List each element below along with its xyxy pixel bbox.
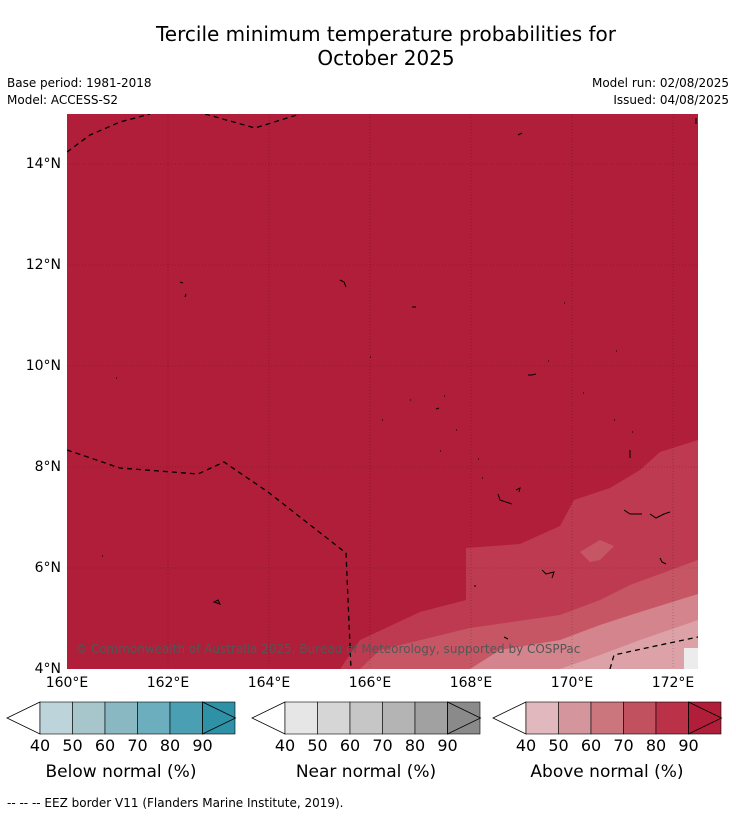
map-area: © Commonwealth of Australia 2025, Bureau… — [67, 114, 698, 669]
lon-label-172E: 172°E — [652, 675, 695, 691]
model-name: Model: ACCESS-S2 — [7, 93, 119, 107]
colorbar-segment — [39, 701, 73, 735]
lat-axis: 14°N 12°N 10°N 8°N 6°N 4°N — [26, 156, 61, 677]
colorbar-min-arrow — [251, 701, 286, 735]
colorbar-tick-label: 40 — [516, 736, 536, 755]
lat-label-6N: 6°N — [35, 560, 61, 576]
colorbar-max-arrow — [688, 701, 723, 735]
colorbar-segment — [623, 701, 657, 735]
colorbar-segment — [137, 701, 171, 735]
title-line-1: Tercile minimum temperature probabilitie… — [155, 22, 617, 46]
colorbar-segment — [104, 701, 138, 735]
model-run: Model run: 02/08/2025 — [591, 76, 729, 90]
colorbar-segment — [349, 701, 383, 735]
islands — [102, 118, 697, 640]
prob-band-70-islet — [580, 540, 614, 562]
lon-label-162E: 162°E — [147, 675, 190, 691]
colorbar-below: 40 50 60 70 80 90 — [6, 701, 237, 755]
footnote-eez: -- -- -- EEZ border V11 (Flanders Marine… — [7, 796, 344, 810]
colorbar-tick-label: 60 — [581, 736, 601, 755]
lon-label-164E: 164°E — [248, 675, 291, 691]
lat-label-14N: 14°N — [26, 156, 61, 172]
colorbar-segment — [525, 701, 559, 735]
colorbar-min-arrow — [6, 701, 41, 735]
colorbar-label-below: Below normal (%) — [45, 762, 197, 782]
copyright-text: © Commonwealth of Australia 2025, Bureau… — [75, 642, 580, 656]
gridlines — [67, 114, 698, 669]
colorbar-segment — [72, 701, 106, 735]
colorbar-segment — [558, 701, 592, 735]
colorbar-above: 40 50 60 70 80 90 — [492, 701, 723, 755]
meta-left: Base period: 1981-2018 Model: ACCESS-S2 — [7, 75, 152, 109]
colorbar-tick-label: 60 — [340, 736, 360, 755]
colorbar-tick-label: 50 — [307, 736, 327, 755]
colorbar-tick-label: 40 — [275, 736, 295, 755]
colorbar-max-arrow — [202, 701, 237, 735]
colorbar-tick-label: 50 — [548, 736, 568, 755]
colorbar-tick-label: 80 — [646, 736, 666, 755]
lat-label-8N: 8°N — [35, 459, 61, 475]
lat-label-12N: 12°N — [26, 257, 61, 273]
colorbar-segment — [169, 701, 203, 735]
lon-label-170E: 170°E — [551, 675, 594, 691]
lon-label-168E: 168°E — [450, 675, 493, 691]
issued-date: Issued: 04/08/2025 — [613, 93, 729, 107]
colorbar-tick-label: 80 — [405, 736, 425, 755]
colorbar-tick-label: 70 — [613, 736, 633, 755]
prob-band-50 — [560, 620, 698, 669]
colorbar-near: 40 50 60 70 80 90 — [251, 701, 482, 755]
colorbar-tick-label: 90 — [437, 736, 457, 755]
colorbar-label-near: Near normal (%) — [295, 762, 437, 782]
meta-right: Model run: 02/08/2025 Issued: 04/08/2025 — [592, 75, 729, 109]
colorbar-segment — [414, 701, 448, 735]
colorbar-tick-label: 80 — [160, 736, 180, 755]
colorbar-tick-label: 90 — [678, 736, 698, 755]
colorbar-segment — [655, 701, 689, 735]
lon-label-166E: 166°E — [349, 675, 392, 691]
colorbar-tick-label: 60 — [95, 736, 115, 755]
colorbar-max-arrow — [447, 701, 482, 735]
colorbar-min-arrow — [492, 701, 527, 735]
colorbar-segment — [590, 701, 624, 735]
lon-label-160E: 160°E — [46, 675, 89, 691]
map-title: Tercile minimum temperature probabilitie… — [0, 22, 736, 70]
colorbar-tick-label: 90 — [192, 736, 212, 755]
colorbar-segment — [382, 701, 416, 735]
colorbars: 40 50 60 70 80 90 40 50 60 70 80 90 40 50 60 70 80 90 — [6, 701, 723, 755]
colorbar-segment — [317, 701, 351, 735]
title-line-2: October 2025 — [317, 46, 455, 70]
colorbar-segment — [284, 701, 318, 735]
colorbar-label-above: Above normal (%) — [530, 762, 684, 782]
colorbar-tick-label: 50 — [62, 736, 82, 755]
eez-borders — [67, 114, 698, 669]
no-data-patch — [684, 648, 698, 669]
colorbar-tick-label: 40 — [30, 736, 50, 755]
lat-label-10N: 10°N — [26, 358, 61, 374]
lon-axis: 160°E 162°E 164°E 166°E 168°E 170°E 172°… — [46, 675, 695, 691]
base-period: Base period: 1981-2018 — [7, 76, 152, 90]
colorbar-tick-label: 70 — [372, 736, 392, 755]
lat-label-4N: 4°N — [35, 661, 61, 677]
colorbar-tick-label: 70 — [127, 736, 147, 755]
